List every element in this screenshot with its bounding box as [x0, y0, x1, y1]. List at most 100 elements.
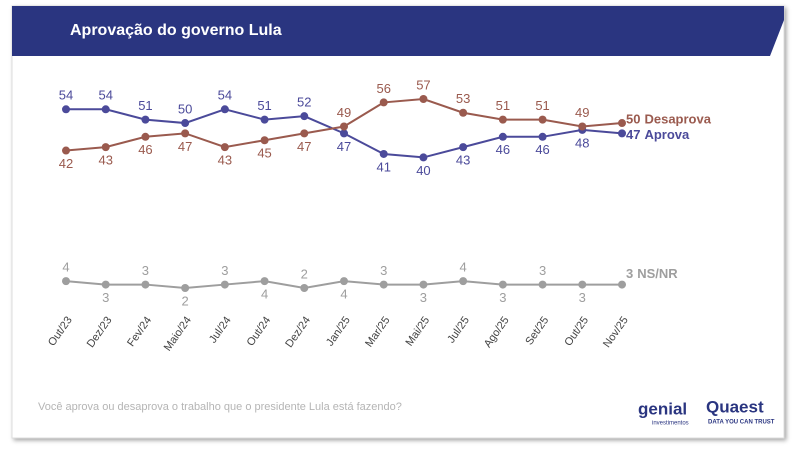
data-label: 52 [297, 95, 311, 110]
logo-quaest: Quaest [706, 397, 764, 416]
data-label: 3 [420, 290, 427, 305]
point [459, 108, 468, 117]
data-label: 54 [218, 88, 232, 103]
end-value: 3 [626, 266, 633, 281]
point [220, 105, 229, 114]
legend-label: Desaprova [644, 111, 711, 126]
data-label: 4 [62, 260, 69, 275]
point [618, 119, 626, 128]
data-label: 47 [178, 139, 192, 154]
end-value: 47 [626, 127, 640, 142]
data-label: 41 [376, 159, 390, 174]
data-label: 46 [535, 142, 549, 157]
point [578, 122, 587, 131]
data-label: 56 [376, 81, 390, 96]
chart-title: Aprovação do governo Lula [70, 22, 282, 39]
point [260, 115, 269, 124]
point [419, 280, 428, 289]
point [459, 143, 468, 152]
data-label: 3 [142, 263, 149, 278]
data-label: 45 [257, 146, 271, 161]
data-label: 2 [301, 266, 308, 281]
data-label: 47 [337, 139, 351, 154]
logo-genial: genial [638, 399, 687, 418]
point [340, 129, 348, 138]
point [379, 98, 388, 107]
data-label: 49 [337, 105, 351, 120]
point [260, 277, 269, 286]
data-label: 54 [98, 88, 112, 103]
data-label: 51 [138, 98, 152, 113]
data-label: 46 [138, 142, 152, 157]
header-bar [12, 6, 784, 56]
point [260, 136, 269, 145]
data-label: 57 [416, 77, 430, 92]
point [141, 280, 150, 289]
legend-label: NS/NR [637, 266, 678, 281]
point [300, 284, 309, 292]
point [498, 132, 507, 141]
data-label: 54 [59, 88, 73, 103]
data-label: 2 [182, 293, 189, 308]
data-label: 47 [297, 139, 311, 154]
point [101, 280, 110, 289]
question: Você aprova ou desaprova o trabalho que … [38, 401, 402, 413]
card [11, 5, 785, 439]
point [181, 284, 190, 292]
data-label: 49 [575, 105, 589, 120]
point [419, 153, 428, 162]
point [340, 122, 348, 131]
data-label: 3 [579, 290, 586, 305]
point [379, 280, 388, 289]
data-label: 3 [221, 263, 228, 278]
data-label: 42 [59, 156, 73, 171]
data-label: 3 [102, 290, 109, 305]
point [101, 105, 110, 114]
point [141, 132, 150, 141]
data-label: 4 [460, 260, 467, 275]
data-label: 51 [257, 98, 271, 113]
point [220, 143, 229, 152]
legend-label: Aprova [644, 127, 690, 142]
point [141, 115, 150, 124]
point [220, 280, 229, 289]
data-label: 40 [416, 163, 430, 178]
point [578, 280, 587, 289]
data-label: 4 [261, 287, 268, 302]
point [618, 280, 626, 289]
data-label: 51 [535, 98, 549, 113]
point [538, 132, 547, 141]
data-label: 3 [380, 263, 387, 278]
point [62, 105, 70, 114]
data-label: 51 [496, 98, 510, 113]
point [340, 277, 348, 286]
point [459, 277, 468, 286]
end-value: 50 [626, 111, 640, 126]
data-label: 46 [496, 142, 510, 157]
point [538, 280, 547, 289]
point [419, 95, 428, 103]
point [62, 146, 70, 155]
data-label: 50 [178, 101, 192, 116]
data-label: 53 [456, 91, 470, 106]
data-label: 3 [539, 263, 546, 278]
data-label: 43 [98, 153, 112, 168]
point [62, 277, 70, 286]
point [101, 143, 110, 152]
logo-quaest-sub: DATA YOU CAN TRUST [708, 420, 775, 426]
data-label: 48 [575, 135, 589, 150]
logo-genial-sub: investimentos [652, 421, 689, 427]
point [300, 112, 309, 121]
data-label: 43 [218, 153, 232, 168]
point [498, 280, 507, 289]
point [498, 115, 507, 124]
point [618, 129, 626, 138]
point [538, 115, 547, 124]
data-label: 4 [340, 287, 347, 302]
data-label: 3 [499, 290, 506, 305]
point [300, 129, 309, 138]
data-label: 43 [456, 153, 470, 168]
point [379, 149, 388, 158]
